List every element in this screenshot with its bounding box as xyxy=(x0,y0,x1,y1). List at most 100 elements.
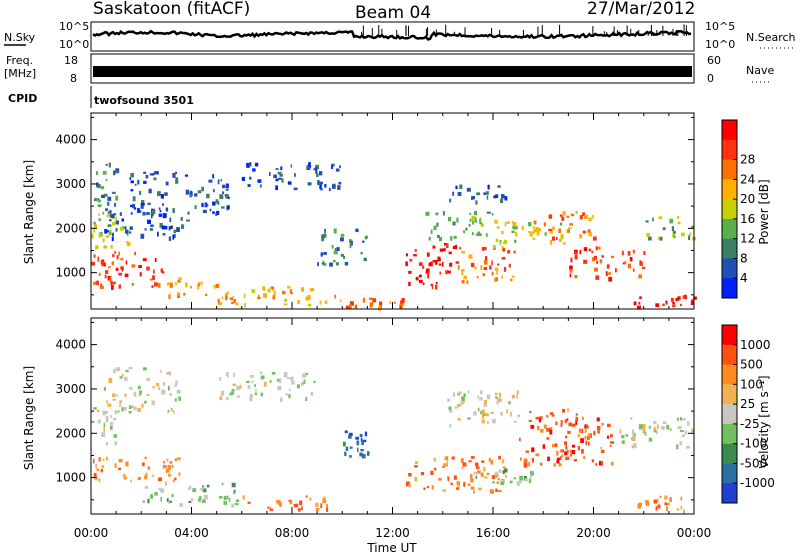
power-cell xyxy=(662,227,666,231)
power-cell xyxy=(491,271,494,276)
velocity-cell xyxy=(279,378,282,384)
velocity-cell xyxy=(552,444,555,448)
power-cell xyxy=(532,237,536,241)
velocity-cell xyxy=(408,472,412,477)
power-cell xyxy=(189,191,193,197)
velocity-cell xyxy=(554,443,558,448)
power-cell xyxy=(413,254,417,257)
velocity-cell xyxy=(169,461,173,464)
power-cell xyxy=(323,263,327,266)
power-cell xyxy=(504,221,507,227)
power-cell xyxy=(453,235,457,239)
velocity-cell xyxy=(93,407,97,410)
velocity-cell xyxy=(560,420,563,425)
power-cell xyxy=(125,260,128,265)
velocity-cell xyxy=(222,390,225,396)
power-cell xyxy=(501,194,505,199)
velocity-cell xyxy=(546,437,550,440)
power-cell xyxy=(502,248,505,252)
power-cell xyxy=(107,211,110,214)
velocity-cell xyxy=(171,494,174,498)
velocity-cell xyxy=(456,481,461,486)
power-cell xyxy=(573,251,578,255)
velocity-cell xyxy=(549,429,553,435)
power-cell xyxy=(226,183,229,189)
velocity-colorbar: 1000 500 100 25 -25 -100 -500 -1000 xyxy=(721,324,775,504)
power-cell xyxy=(556,236,558,240)
velocity-cell xyxy=(516,481,520,486)
power-cell xyxy=(491,213,494,216)
power-cell xyxy=(319,171,323,176)
power-cell xyxy=(548,228,552,231)
power-cell xyxy=(168,294,171,299)
velocity-cell xyxy=(445,464,448,467)
velocity-cell xyxy=(433,457,436,462)
power-cell xyxy=(340,233,345,237)
power-cell xyxy=(472,220,474,225)
velocity-colorbar-segment xyxy=(722,404,737,425)
velocity-cell xyxy=(285,393,289,396)
power-cell xyxy=(485,233,488,237)
velocity-cell xyxy=(559,463,562,466)
velocity-cell xyxy=(540,462,543,466)
power-cell xyxy=(142,212,146,216)
velocity-cell xyxy=(160,488,165,493)
power-cell xyxy=(559,214,563,217)
power-cell xyxy=(608,276,613,282)
velocity-cell xyxy=(584,436,587,440)
power-cell xyxy=(151,214,153,219)
power-cell xyxy=(337,185,341,190)
velocity-cell xyxy=(478,487,482,491)
power-cell xyxy=(109,219,112,222)
velocity-cell xyxy=(477,407,480,412)
velocity-cell xyxy=(101,432,106,437)
power-y-tick-label: 2000 xyxy=(55,221,86,235)
power-cell xyxy=(115,220,119,225)
power-cell xyxy=(489,265,492,270)
velocity-cell xyxy=(219,396,223,401)
power-cell xyxy=(512,226,515,229)
power-cell xyxy=(658,236,660,241)
power-cell xyxy=(161,271,165,274)
power-cell xyxy=(105,270,109,274)
velocity-cell xyxy=(607,423,611,427)
velocity-cell xyxy=(581,448,584,454)
power-cell xyxy=(287,181,292,185)
velocity-cell xyxy=(408,483,412,488)
power-cell xyxy=(570,213,575,217)
power-cell xyxy=(349,301,354,306)
velocity-cell xyxy=(551,414,555,417)
velocity-cell xyxy=(259,371,263,375)
power-cell xyxy=(205,293,208,296)
power-cell xyxy=(275,185,278,191)
velocity-cell xyxy=(93,472,97,477)
velocity-cell xyxy=(110,414,113,418)
power-cell xyxy=(400,300,404,306)
velocity-cell xyxy=(203,494,208,500)
power-cell xyxy=(220,178,223,182)
power-cell xyxy=(427,273,430,279)
power-cell xyxy=(457,192,462,196)
power-cell xyxy=(209,208,212,212)
power-cell xyxy=(320,252,323,257)
power-cell xyxy=(452,191,455,196)
power-cell xyxy=(310,287,315,292)
velocity-cell xyxy=(249,393,253,399)
velocity-cell xyxy=(667,502,670,505)
power-cell xyxy=(336,168,340,172)
power-cell xyxy=(659,236,663,241)
velocity-cell xyxy=(547,456,550,462)
velocity-cell xyxy=(130,479,132,483)
power-cell xyxy=(161,225,166,230)
power-cell xyxy=(294,173,296,177)
velocity-cell xyxy=(483,399,487,405)
beam-title: Beam 04 xyxy=(355,3,431,23)
power-cell xyxy=(129,177,132,180)
power-cell xyxy=(436,222,439,227)
power-cell xyxy=(494,279,497,282)
velocity-cell xyxy=(137,476,141,481)
power-cell xyxy=(474,220,478,223)
velocity-cell xyxy=(105,442,108,446)
velocity-cell xyxy=(560,423,563,427)
power-cell xyxy=(173,229,177,234)
